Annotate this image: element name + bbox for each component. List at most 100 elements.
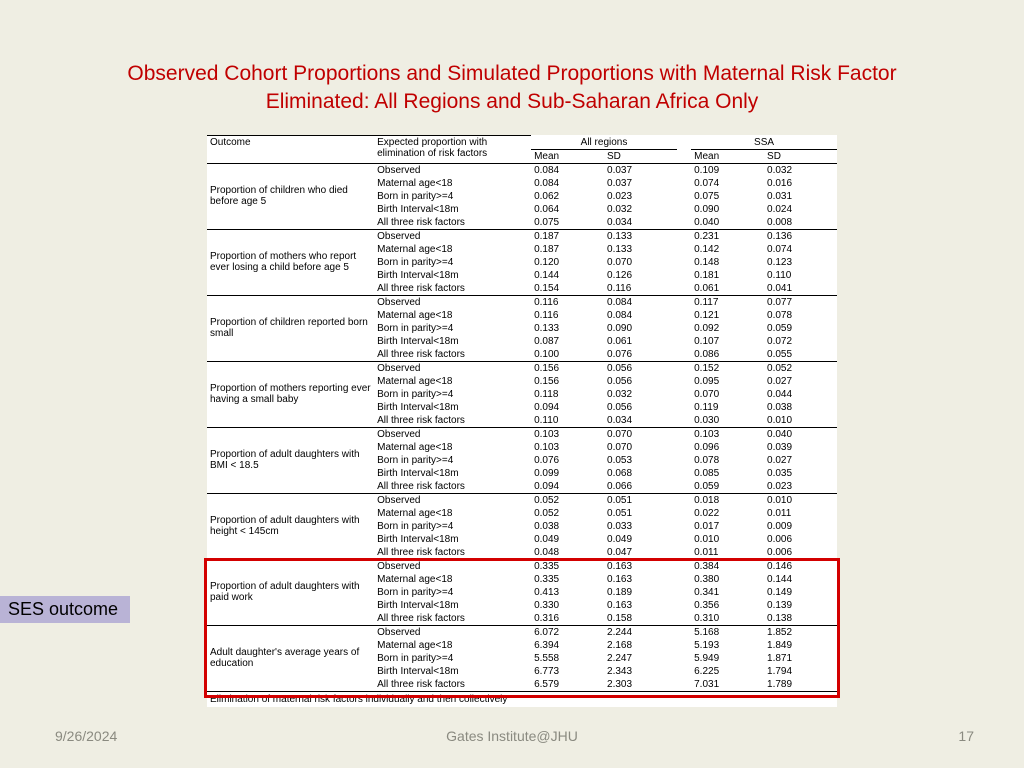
- value-cell: 0.084: [531, 177, 604, 190]
- value-cell: 0.017: [691, 520, 764, 533]
- value-cell: 0.163: [604, 559, 677, 573]
- value-cell: 0.231: [691, 229, 764, 243]
- value-cell: 0.049: [531, 533, 604, 546]
- value-cell: 1.789: [764, 678, 837, 691]
- factor-cell: All three risk factors: [374, 546, 531, 560]
- value-cell: 0.070: [691, 388, 764, 401]
- value-cell: 0.120: [531, 256, 604, 269]
- factor-cell: Observed: [374, 493, 531, 507]
- outcome-cell: Proportion of adult daughters with heigh…: [207, 493, 374, 559]
- value-cell: 0.009: [764, 520, 837, 533]
- value-cell: 0.035: [764, 467, 837, 480]
- value-cell: 0.052: [531, 493, 604, 507]
- value-cell: 0.072: [764, 335, 837, 348]
- value-cell: 1.794: [764, 665, 837, 678]
- table-row: Proportion of adult daughters with BMI <…: [207, 427, 837, 441]
- value-cell: 0.023: [764, 480, 837, 494]
- factor-cell: Born in parity>=4: [374, 388, 531, 401]
- value-cell: 0.163: [604, 573, 677, 586]
- factor-cell: All three risk factors: [374, 348, 531, 362]
- table-row: Proportion of children reported born sma…: [207, 295, 837, 309]
- value-cell: 0.052: [764, 361, 837, 375]
- value-cell: 0.059: [764, 322, 837, 335]
- value-cell: 2.168: [604, 639, 677, 652]
- value-cell: 0.078: [691, 454, 764, 467]
- value-cell: 0.074: [691, 177, 764, 190]
- col-header-allregions: All regions: [531, 136, 677, 150]
- value-cell: 0.010: [764, 414, 837, 428]
- value-cell: 0.076: [604, 348, 677, 362]
- value-cell: 0.031: [764, 190, 837, 203]
- value-cell: 0.077: [764, 295, 837, 309]
- factor-cell: Born in parity>=4: [374, 520, 531, 533]
- factor-cell: Maternal age<18: [374, 573, 531, 586]
- table-row: Proportion of adult daughters with paid …: [207, 559, 837, 573]
- value-cell: 0.070: [604, 256, 677, 269]
- outcome-cell: Proportion of children who died before a…: [207, 163, 374, 229]
- value-cell: 0.116: [604, 282, 677, 296]
- outcome-cell: Proportion of adult daughters with BMI <…: [207, 427, 374, 493]
- value-cell: 0.110: [764, 269, 837, 282]
- factor-cell: Born in parity>=4: [374, 652, 531, 665]
- value-cell: 0.037: [604, 163, 677, 177]
- table-row: Proportion of children who died before a…: [207, 163, 837, 177]
- factor-cell: All three risk factors: [374, 612, 531, 626]
- value-cell: 6.773: [531, 665, 604, 678]
- value-cell: 0.039: [764, 441, 837, 454]
- value-cell: 2.343: [604, 665, 677, 678]
- factor-cell: Born in parity>=4: [374, 322, 531, 335]
- value-cell: 0.041: [764, 282, 837, 296]
- factor-cell: Maternal age<18: [374, 639, 531, 652]
- value-cell: 0.040: [691, 216, 764, 230]
- value-cell: 0.148: [691, 256, 764, 269]
- value-cell: 0.335: [531, 573, 604, 586]
- factor-cell: Observed: [374, 163, 531, 177]
- value-cell: 0.010: [691, 533, 764, 546]
- factor-cell: All three risk factors: [374, 678, 531, 691]
- outcome-cell: Proportion of mothers who report ever lo…: [207, 229, 374, 295]
- factor-cell: All three risk factors: [374, 414, 531, 428]
- factor-cell: All three risk factors: [374, 282, 531, 296]
- factor-cell: Observed: [374, 295, 531, 309]
- value-cell: 0.384: [691, 559, 764, 573]
- factor-cell: All three risk factors: [374, 216, 531, 230]
- value-cell: 1.849: [764, 639, 837, 652]
- value-cell: 0.044: [764, 388, 837, 401]
- value-cell: 0.136: [764, 229, 837, 243]
- table-row: Proportion of mothers who report ever lo…: [207, 229, 837, 243]
- factor-cell: Birth Interval<18m: [374, 665, 531, 678]
- value-cell: 0.023: [604, 190, 677, 203]
- value-cell: 0.075: [691, 190, 764, 203]
- col-header-ssa: SSA: [691, 136, 837, 150]
- footer-institute: Gates Institute@JHU: [0, 728, 1024, 744]
- value-cell: 0.032: [764, 163, 837, 177]
- value-cell: 0.116: [531, 295, 604, 309]
- value-cell: 0.087: [531, 335, 604, 348]
- value-cell: 0.076: [531, 454, 604, 467]
- value-cell: 0.110: [531, 414, 604, 428]
- slide-title: Observed Cohort Proportions and Simulate…: [0, 0, 1024, 117]
- value-cell: 0.085: [691, 467, 764, 480]
- outcome-cell: Proportion of children reported born sma…: [207, 295, 374, 361]
- value-cell: 0.117: [691, 295, 764, 309]
- value-cell: 0.163: [604, 599, 677, 612]
- value-cell: 0.118: [531, 388, 604, 401]
- value-cell: 0.033: [604, 520, 677, 533]
- value-cell: 0.144: [531, 269, 604, 282]
- value-cell: 0.154: [531, 282, 604, 296]
- outcome-cell: Adult daughter's average years of educat…: [207, 625, 374, 691]
- value-cell: 0.027: [764, 454, 837, 467]
- value-cell: 0.056: [604, 375, 677, 388]
- value-cell: 6.225: [691, 665, 764, 678]
- value-cell: 0.055: [764, 348, 837, 362]
- value-cell: 0.138: [764, 612, 837, 626]
- value-cell: 5.949: [691, 652, 764, 665]
- value-cell: 0.123: [764, 256, 837, 269]
- value-cell: 0.103: [691, 427, 764, 441]
- value-cell: 2.244: [604, 625, 677, 639]
- factor-cell: Observed: [374, 229, 531, 243]
- value-cell: 0.056: [604, 361, 677, 375]
- value-cell: 0.038: [531, 520, 604, 533]
- value-cell: 0.030: [691, 414, 764, 428]
- value-cell: 0.084: [604, 295, 677, 309]
